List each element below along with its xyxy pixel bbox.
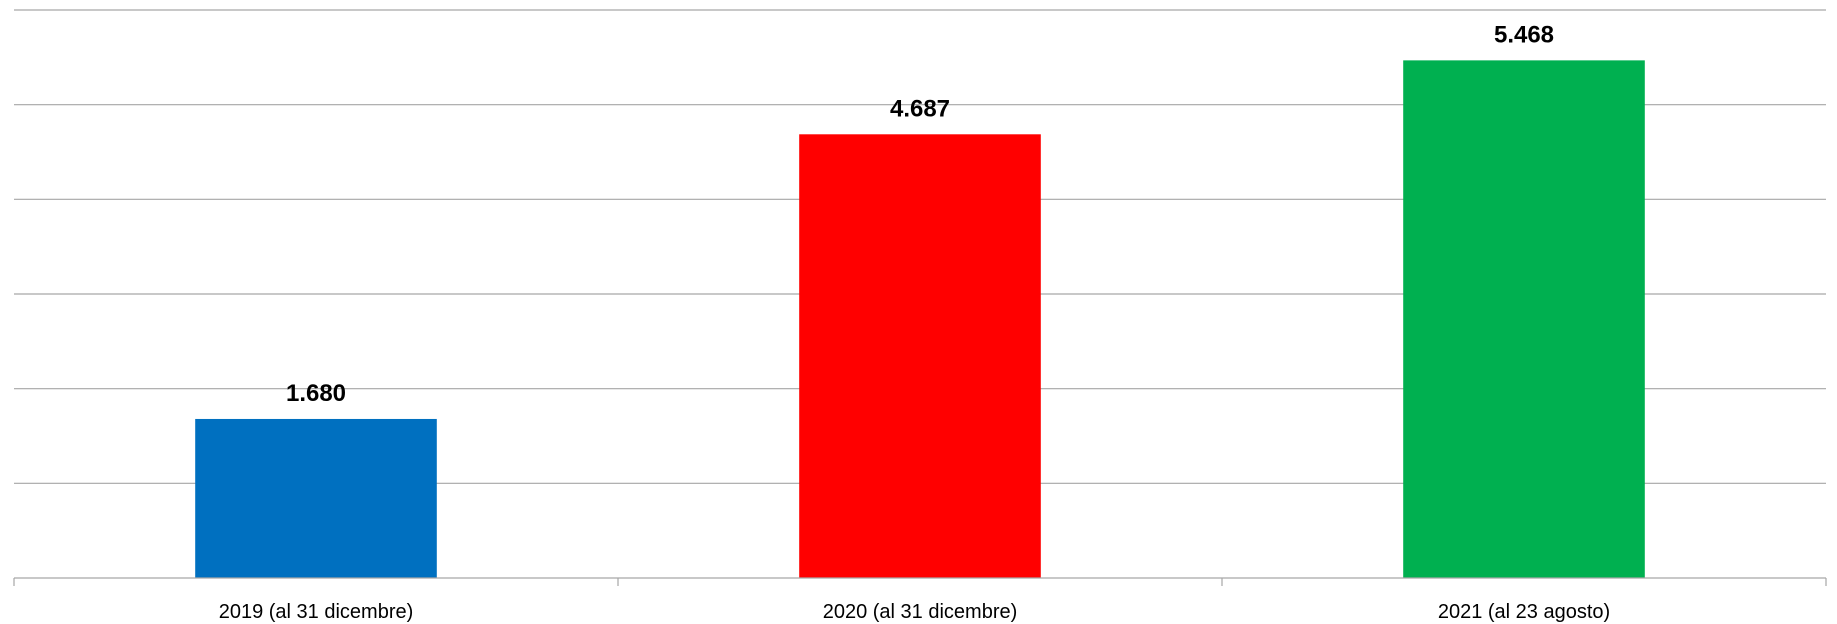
data-labels: 1.680 4.687 5.468 — [286, 21, 1554, 407]
data-label: 1.680 — [286, 380, 346, 407]
x-axis — [13, 577, 1827, 586]
bar — [195, 418, 437, 578]
bar — [1403, 60, 1645, 578]
category-label: 2019 (al 31 dicembre) — [219, 601, 414, 623]
data-label: 4.687 — [890, 95, 950, 122]
bars — [195, 60, 1645, 578]
category-label: 2020 (al 31 dicembre) — [823, 601, 1018, 623]
data-label: 5.468 — [1494, 21, 1554, 48]
category-label: 2021 (al 23 agosto) — [1438, 601, 1610, 623]
category-labels: 2019 (al 31 dicembre) 2020 (al 31 dicembr… — [219, 601, 1610, 623]
bar — [799, 134, 1041, 578]
